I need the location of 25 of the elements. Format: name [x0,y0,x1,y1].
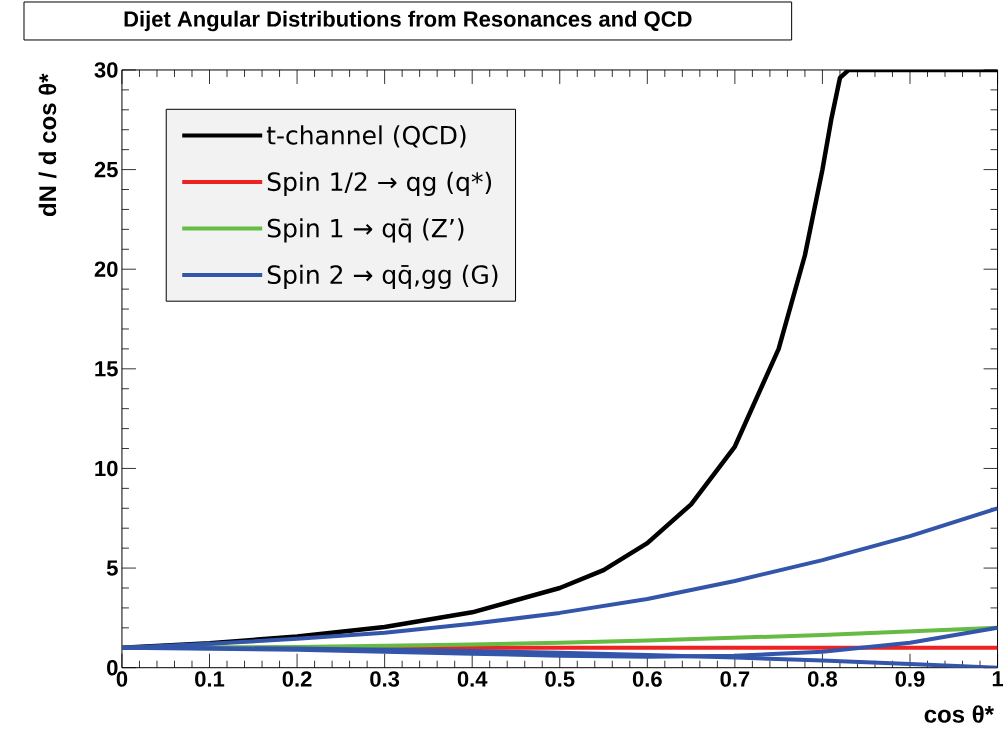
x-axis-title: cos θ* [924,705,994,723]
legend-label: t-channel (QCD) [266,125,466,148]
y-tick-label: 5 [106,560,118,576]
x-tick-label: 0.5 [545,671,575,687]
legend-label: Spin 1/2 → qg (q*) [267,171,492,197]
x-tick-label: 1 [992,671,1004,687]
x-tick-label: 0.8 [808,671,838,687]
y-tick-label: 25 [94,161,118,178]
x-tick-label: 0.9 [895,671,925,687]
y-tick-label: 10 [95,460,118,477]
chart-title: Dijet Angular Distributions from Resonances and QCD [124,10,692,32]
y-tick-label: 20 [94,261,118,278]
x-tick-label: 0.4 [457,671,488,687]
x-tick-label: 0.1 [195,671,225,687]
y-axis-title: dN / d cos θ* [38,73,57,217]
x-tick-label: 0.7 [720,671,750,687]
x-tick-label: 0 [116,671,128,687]
legend-label: Spin 2 → qq̄,gg (G) [267,264,498,290]
y-tick-label: 0 [107,660,118,676]
x-tick-label: 0.3 [370,671,400,687]
x-tick-label: 0.2 [282,671,312,687]
legend-label: Spin 1 → qq̄ (Z’) [267,218,464,243]
x-tick-label: 0.6 [632,671,662,687]
y-tick-label: 15 [95,361,118,377]
y-tick-label: 30 [94,62,118,78]
